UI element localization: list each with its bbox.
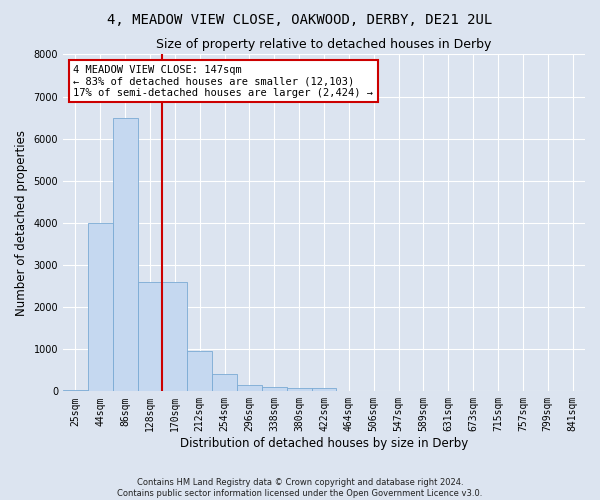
Title: Size of property relative to detached houses in Derby: Size of property relative to detached ho… bbox=[157, 38, 492, 51]
Bar bbox=[287, 388, 311, 392]
Bar bbox=[63, 390, 88, 392]
Text: 4, MEADOW VIEW CLOSE, OAKWOOD, DERBY, DE21 2UL: 4, MEADOW VIEW CLOSE, OAKWOOD, DERBY, DE… bbox=[107, 12, 493, 26]
Bar bbox=[262, 387, 287, 392]
Bar bbox=[88, 223, 113, 392]
Bar bbox=[113, 118, 137, 392]
Text: Contains HM Land Registry data © Crown copyright and database right 2024.
Contai: Contains HM Land Registry data © Crown c… bbox=[118, 478, 482, 498]
Bar bbox=[187, 352, 212, 392]
Text: 4 MEADOW VIEW CLOSE: 147sqm
← 83% of detached houses are smaller (12,103)
17% of: 4 MEADOW VIEW CLOSE: 147sqm ← 83% of det… bbox=[73, 64, 373, 98]
Bar bbox=[237, 384, 262, 392]
Bar bbox=[311, 388, 337, 392]
X-axis label: Distribution of detached houses by size in Derby: Distribution of detached houses by size … bbox=[180, 437, 468, 450]
Bar bbox=[212, 374, 237, 392]
Y-axis label: Number of detached properties: Number of detached properties bbox=[15, 130, 28, 316]
Bar bbox=[163, 282, 187, 392]
Bar bbox=[137, 282, 163, 392]
